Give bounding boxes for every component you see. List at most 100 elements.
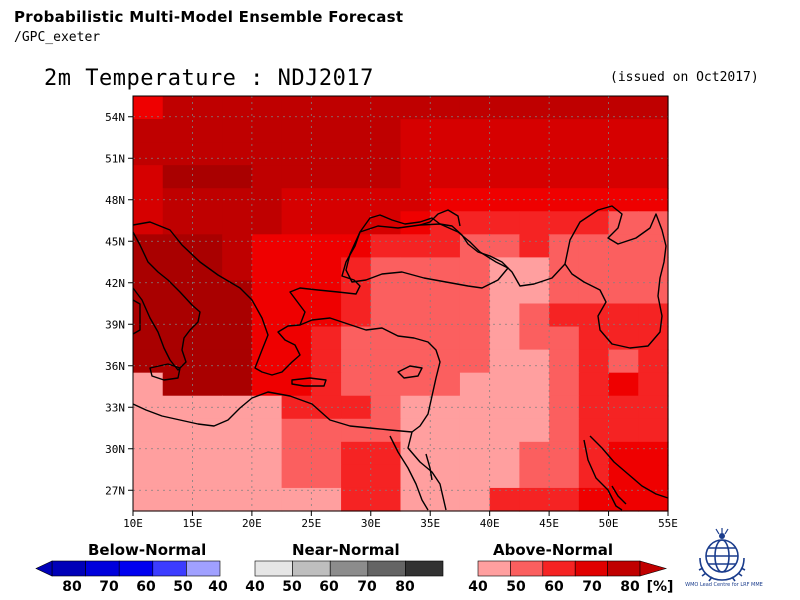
grid-cell <box>192 119 223 143</box>
grid-cell <box>133 418 164 443</box>
grid-cell <box>578 487 610 512</box>
latitude-labels: 54N 51N 48N 45N 42N 39N 36N 33N 30N 27N <box>105 111 125 498</box>
grid-cell <box>341 487 372 512</box>
grid-cell <box>281 165 312 189</box>
grid-cell <box>549 372 580 397</box>
grid-cell <box>370 211 402 235</box>
grid-cell <box>578 119 610 143</box>
grid-cell <box>222 280 253 305</box>
grid-cell <box>489 234 520 258</box>
grid-cell <box>222 142 253 166</box>
grid-cell <box>430 487 461 512</box>
issued-date: (issued on Oct2017) <box>610 70 759 85</box>
grid-cell <box>608 464 639 489</box>
grid-cell <box>400 487 431 512</box>
grid-cell <box>341 234 372 258</box>
grid-cell <box>222 349 253 374</box>
grid-cell <box>192 188 223 212</box>
grid-cell <box>370 487 402 512</box>
grid-cell <box>341 165 372 189</box>
longitude-label: 45E <box>539 517 559 530</box>
grid-cell <box>400 257 431 282</box>
latitude-label: 39N <box>105 318 125 331</box>
grid-cell <box>549 395 580 420</box>
legend-swatch <box>510 560 544 577</box>
grid-cell <box>192 257 223 282</box>
latitude-label: 33N <box>105 401 125 414</box>
legend-swatch <box>477 560 511 577</box>
legend-swatch <box>329 560 369 577</box>
longitude-label: 15E <box>183 517 203 530</box>
legend-swatch <box>574 560 608 577</box>
grid-cell <box>341 142 372 166</box>
grid-cell <box>162 142 194 166</box>
grid-cell <box>489 165 520 189</box>
legend-unit: [%] <box>646 579 674 595</box>
grid-cell <box>519 142 550 166</box>
grid-cell <box>430 165 461 189</box>
grid-cell <box>430 280 461 305</box>
grid-cell <box>578 188 610 212</box>
grid-cell <box>251 418 283 443</box>
grid-cell <box>638 188 669 212</box>
grid-cell <box>341 119 372 143</box>
grid-cell <box>430 119 461 143</box>
grid-cell <box>162 96 194 120</box>
grid-cell <box>549 441 580 466</box>
grid-cell <box>192 234 223 258</box>
grid-cell <box>251 211 283 235</box>
grid-cell <box>430 464 461 489</box>
grid-cell <box>638 96 669 120</box>
grid-cell <box>608 280 639 305</box>
grid-cell <box>638 119 669 143</box>
grid-cell <box>370 372 402 397</box>
grid-cell <box>459 372 491 397</box>
legend-above-label-1: 40 <box>468 579 488 595</box>
grid-cell <box>459 418 491 443</box>
grid-cell <box>489 119 520 143</box>
grid-cell <box>162 326 194 351</box>
legend-near-label-1: 40 <box>245 579 265 595</box>
grid-cell <box>549 418 580 443</box>
grid-cell <box>370 165 402 189</box>
grid-cell <box>222 96 253 120</box>
grid-cell <box>311 119 342 143</box>
grid-cell <box>489 280 520 305</box>
legend-arrow-right <box>639 560 668 577</box>
grid-cell <box>400 372 431 397</box>
grid-cell <box>222 487 253 512</box>
grid-cell <box>162 188 194 212</box>
longitude-label: 10E <box>123 517 143 530</box>
grid-cell <box>162 234 194 258</box>
grid-cell <box>251 303 283 328</box>
grid-cell <box>608 165 639 189</box>
legend-above-label-2: 50 <box>506 579 526 595</box>
grid-cell <box>430 234 461 258</box>
grid-cell <box>222 372 253 397</box>
grid-cell <box>341 303 372 328</box>
grid-cell <box>400 165 431 189</box>
grid-cell <box>281 303 312 328</box>
legend-below-label-3: 60 <box>136 579 156 595</box>
grid-cell <box>489 418 520 443</box>
grid-cell <box>133 188 164 212</box>
grid-cell <box>400 418 431 443</box>
grid-cell <box>133 257 164 282</box>
grid-cell <box>133 234 164 258</box>
grid-cell <box>281 142 312 166</box>
legend-below-label-4: 50 <box>173 579 193 595</box>
longitude-label: 40E <box>480 517 500 530</box>
grid-cell <box>549 349 580 374</box>
grid-cell <box>311 303 342 328</box>
grid-cell <box>400 119 431 143</box>
coastline-balkans <box>132 214 566 376</box>
grid-cell <box>341 349 372 374</box>
legend-swatch <box>292 560 331 577</box>
grid-cell <box>192 280 223 305</box>
grid-cell <box>459 119 491 143</box>
grid-cell <box>459 349 491 374</box>
grid-cell <box>311 349 342 374</box>
grid-cell <box>311 142 342 166</box>
grid-cell <box>370 142 402 166</box>
